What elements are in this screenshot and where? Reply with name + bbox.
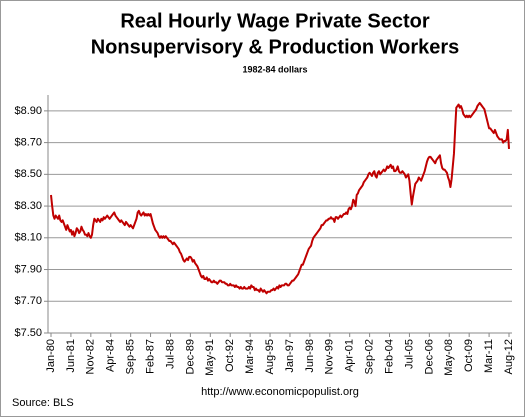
- x-tick-label: Oct-92: [224, 339, 236, 372]
- x-tick-label: Nov-99: [324, 339, 336, 374]
- chart-title: Nonsupervisory & Production Workers: [91, 36, 460, 58]
- x-tick-label: Nov-82: [85, 339, 97, 374]
- y-tick-label: $8.90: [14, 105, 42, 117]
- source-note: Source: BLS: [12, 397, 74, 409]
- x-tick-label: May-08: [443, 339, 455, 376]
- x-tick-label: Aug-95: [264, 339, 276, 374]
- x-tick-label: Jun-81: [65, 339, 77, 373]
- chart-subtitle: 1982-84 dollars: [242, 64, 307, 74]
- x-tick-label: May-91: [204, 339, 216, 376]
- y-tick-label: $7.50: [14, 327, 42, 339]
- x-tick-label: Aug-12: [503, 339, 515, 374]
- x-tick-label: Mar-11: [483, 339, 495, 373]
- series-line: [50, 101, 510, 295]
- y-tick-label: $7.70: [14, 295, 42, 307]
- x-tick-label: Apr-84: [105, 339, 117, 372]
- y-tick-label: $8.70: [14, 137, 42, 149]
- x-tick-label: Jun-98: [304, 339, 316, 373]
- x-tick-label: Jul-88: [164, 339, 176, 369]
- y-tick-label: $8.30: [14, 200, 42, 212]
- x-tick-label: Oct-09: [463, 339, 475, 372]
- x-tick-label: Sep-02: [364, 339, 376, 374]
- x-tick-label: Feb-87: [144, 339, 156, 374]
- x-tick-label: Apr-01: [344, 339, 356, 372]
- y-tick-label: $8.10: [14, 232, 42, 244]
- y-tick-label: $8.50: [14, 168, 42, 180]
- x-tick-label: Feb-04: [383, 339, 395, 374]
- x-tick-label: Mar-94: [244, 339, 256, 374]
- x-tick-label: Dec-06: [423, 339, 435, 374]
- x-tick-label: Dec-89: [184, 339, 196, 374]
- x-tick-label: Jul-05: [403, 339, 415, 369]
- url-note: http://www.economicpopulist.org: [201, 386, 359, 398]
- x-tick-label: Jan-97: [284, 339, 296, 373]
- x-tick-label: Sep-85: [125, 339, 137, 374]
- x-tick-label: Jan-80: [45, 339, 57, 373]
- y-tick-label: $7.90: [14, 263, 42, 275]
- chart-title: Real Hourly Wage Private Sector: [120, 10, 430, 32]
